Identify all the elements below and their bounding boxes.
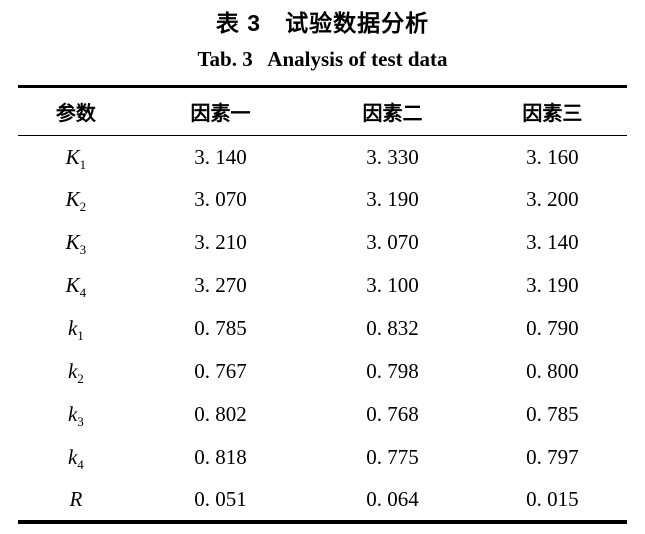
table-title-chinese: 表 3 试验数据分析 xyxy=(215,10,430,36)
param-subscript: 3 xyxy=(77,413,84,429)
table-row: k4 0. 818 0. 775 0. 797 xyxy=(18,436,627,479)
cell-value: 3. 270 xyxy=(194,273,247,298)
cell-value: 3. 210 xyxy=(194,230,247,255)
table-row: K2 3. 070 3. 190 3. 200 xyxy=(18,178,627,221)
cell-value: 0. 051 xyxy=(194,486,247,511)
cell-value: 0. 775 xyxy=(366,444,419,469)
table-row: K1 3. 140 3. 330 3. 160 xyxy=(18,136,627,179)
param-label: K2 xyxy=(18,178,134,221)
cell-value: 3. 140 xyxy=(194,144,247,169)
analysis-table: 参数 因素一 因素二 因素三 K1 3. 140 3. 330 3. 160 K… xyxy=(18,85,627,524)
param-subscript: 1 xyxy=(77,328,84,344)
cell-value: 0. 015 xyxy=(526,486,579,511)
header-factor1: 因素一 xyxy=(133,86,308,136)
cell-value: 0. 818 xyxy=(194,444,247,469)
param-symbol: R xyxy=(69,486,83,511)
cell-value: 3. 200 xyxy=(526,187,579,212)
cell-value: 0. 802 xyxy=(194,401,247,426)
header-param: 参数 xyxy=(18,86,134,136)
param-symbol: k xyxy=(67,358,78,383)
param-label: K1 xyxy=(18,136,134,179)
param-symbol: k xyxy=(67,401,78,426)
param-subscript: 4 xyxy=(77,456,84,472)
param-label: k2 xyxy=(18,350,134,393)
param-subscript: 1 xyxy=(79,156,87,172)
header-factor3: 因素三 xyxy=(477,86,627,136)
param-subscript: 3 xyxy=(79,242,87,258)
table-header-row: 参数 因素一 因素二 因素三 xyxy=(18,86,627,136)
cell-value: 0. 064 xyxy=(366,486,419,511)
table-row: K3 3. 210 3. 070 3. 140 xyxy=(18,221,627,264)
cell-value: 0. 768 xyxy=(366,401,419,426)
table-body: K1 3. 140 3. 330 3. 160 K2 3. 070 3. 190… xyxy=(18,136,627,522)
header-factor2: 因素二 xyxy=(307,86,478,136)
cell-value: 0. 797 xyxy=(526,444,579,469)
param-symbol: K xyxy=(65,144,80,169)
param-symbol: K xyxy=(65,187,80,212)
param-label: k1 xyxy=(18,307,134,350)
cell-value: 0. 832 xyxy=(366,316,419,340)
cell-value: 0. 798 xyxy=(366,358,419,383)
cell-value: 3. 100 xyxy=(366,273,419,298)
table-row: k2 0. 767 0. 798 0. 800 xyxy=(18,350,627,393)
cell-value: 3. 140 xyxy=(526,230,579,255)
table-title-english: Tab. 3 Analysis of test data xyxy=(197,47,448,71)
cell-value: 3. 070 xyxy=(194,187,247,212)
cell-value: 0. 767 xyxy=(194,358,247,383)
cell-value: 0. 785 xyxy=(194,316,247,340)
param-symbol: K xyxy=(65,273,80,298)
param-subscript: 4 xyxy=(79,285,87,301)
table-row: K4 3. 270 3. 100 3. 190 xyxy=(18,264,627,307)
param-label: k4 xyxy=(18,436,134,479)
table-row: k1 0. 785 0. 832 0. 790 xyxy=(18,307,627,350)
cell-value: 3. 330 xyxy=(366,144,419,169)
param-label: k3 xyxy=(18,393,134,436)
table-row: k3 0. 802 0. 768 0. 785 xyxy=(18,393,627,436)
cell-value: 3. 190 xyxy=(526,273,579,298)
cell-value: 3. 160 xyxy=(526,144,579,169)
cell-value: 3. 190 xyxy=(366,187,419,212)
cell-value: 0. 800 xyxy=(526,358,579,383)
param-label: K4 xyxy=(18,264,134,307)
param-symbol: k xyxy=(67,444,78,469)
cell-value: 3. 070 xyxy=(366,230,419,255)
param-label: R xyxy=(18,479,134,522)
cell-value: 0. 785 xyxy=(526,401,579,426)
cell-value: 0. 790 xyxy=(526,316,579,340)
param-symbol: k xyxy=(67,316,78,340)
param-subscript: 2 xyxy=(79,199,87,215)
param-subscript: 2 xyxy=(77,371,84,387)
param-symbol: K xyxy=(65,230,80,255)
param-label: K3 xyxy=(18,221,134,264)
table-row: R 0. 051 0. 064 0. 015 xyxy=(18,479,627,522)
